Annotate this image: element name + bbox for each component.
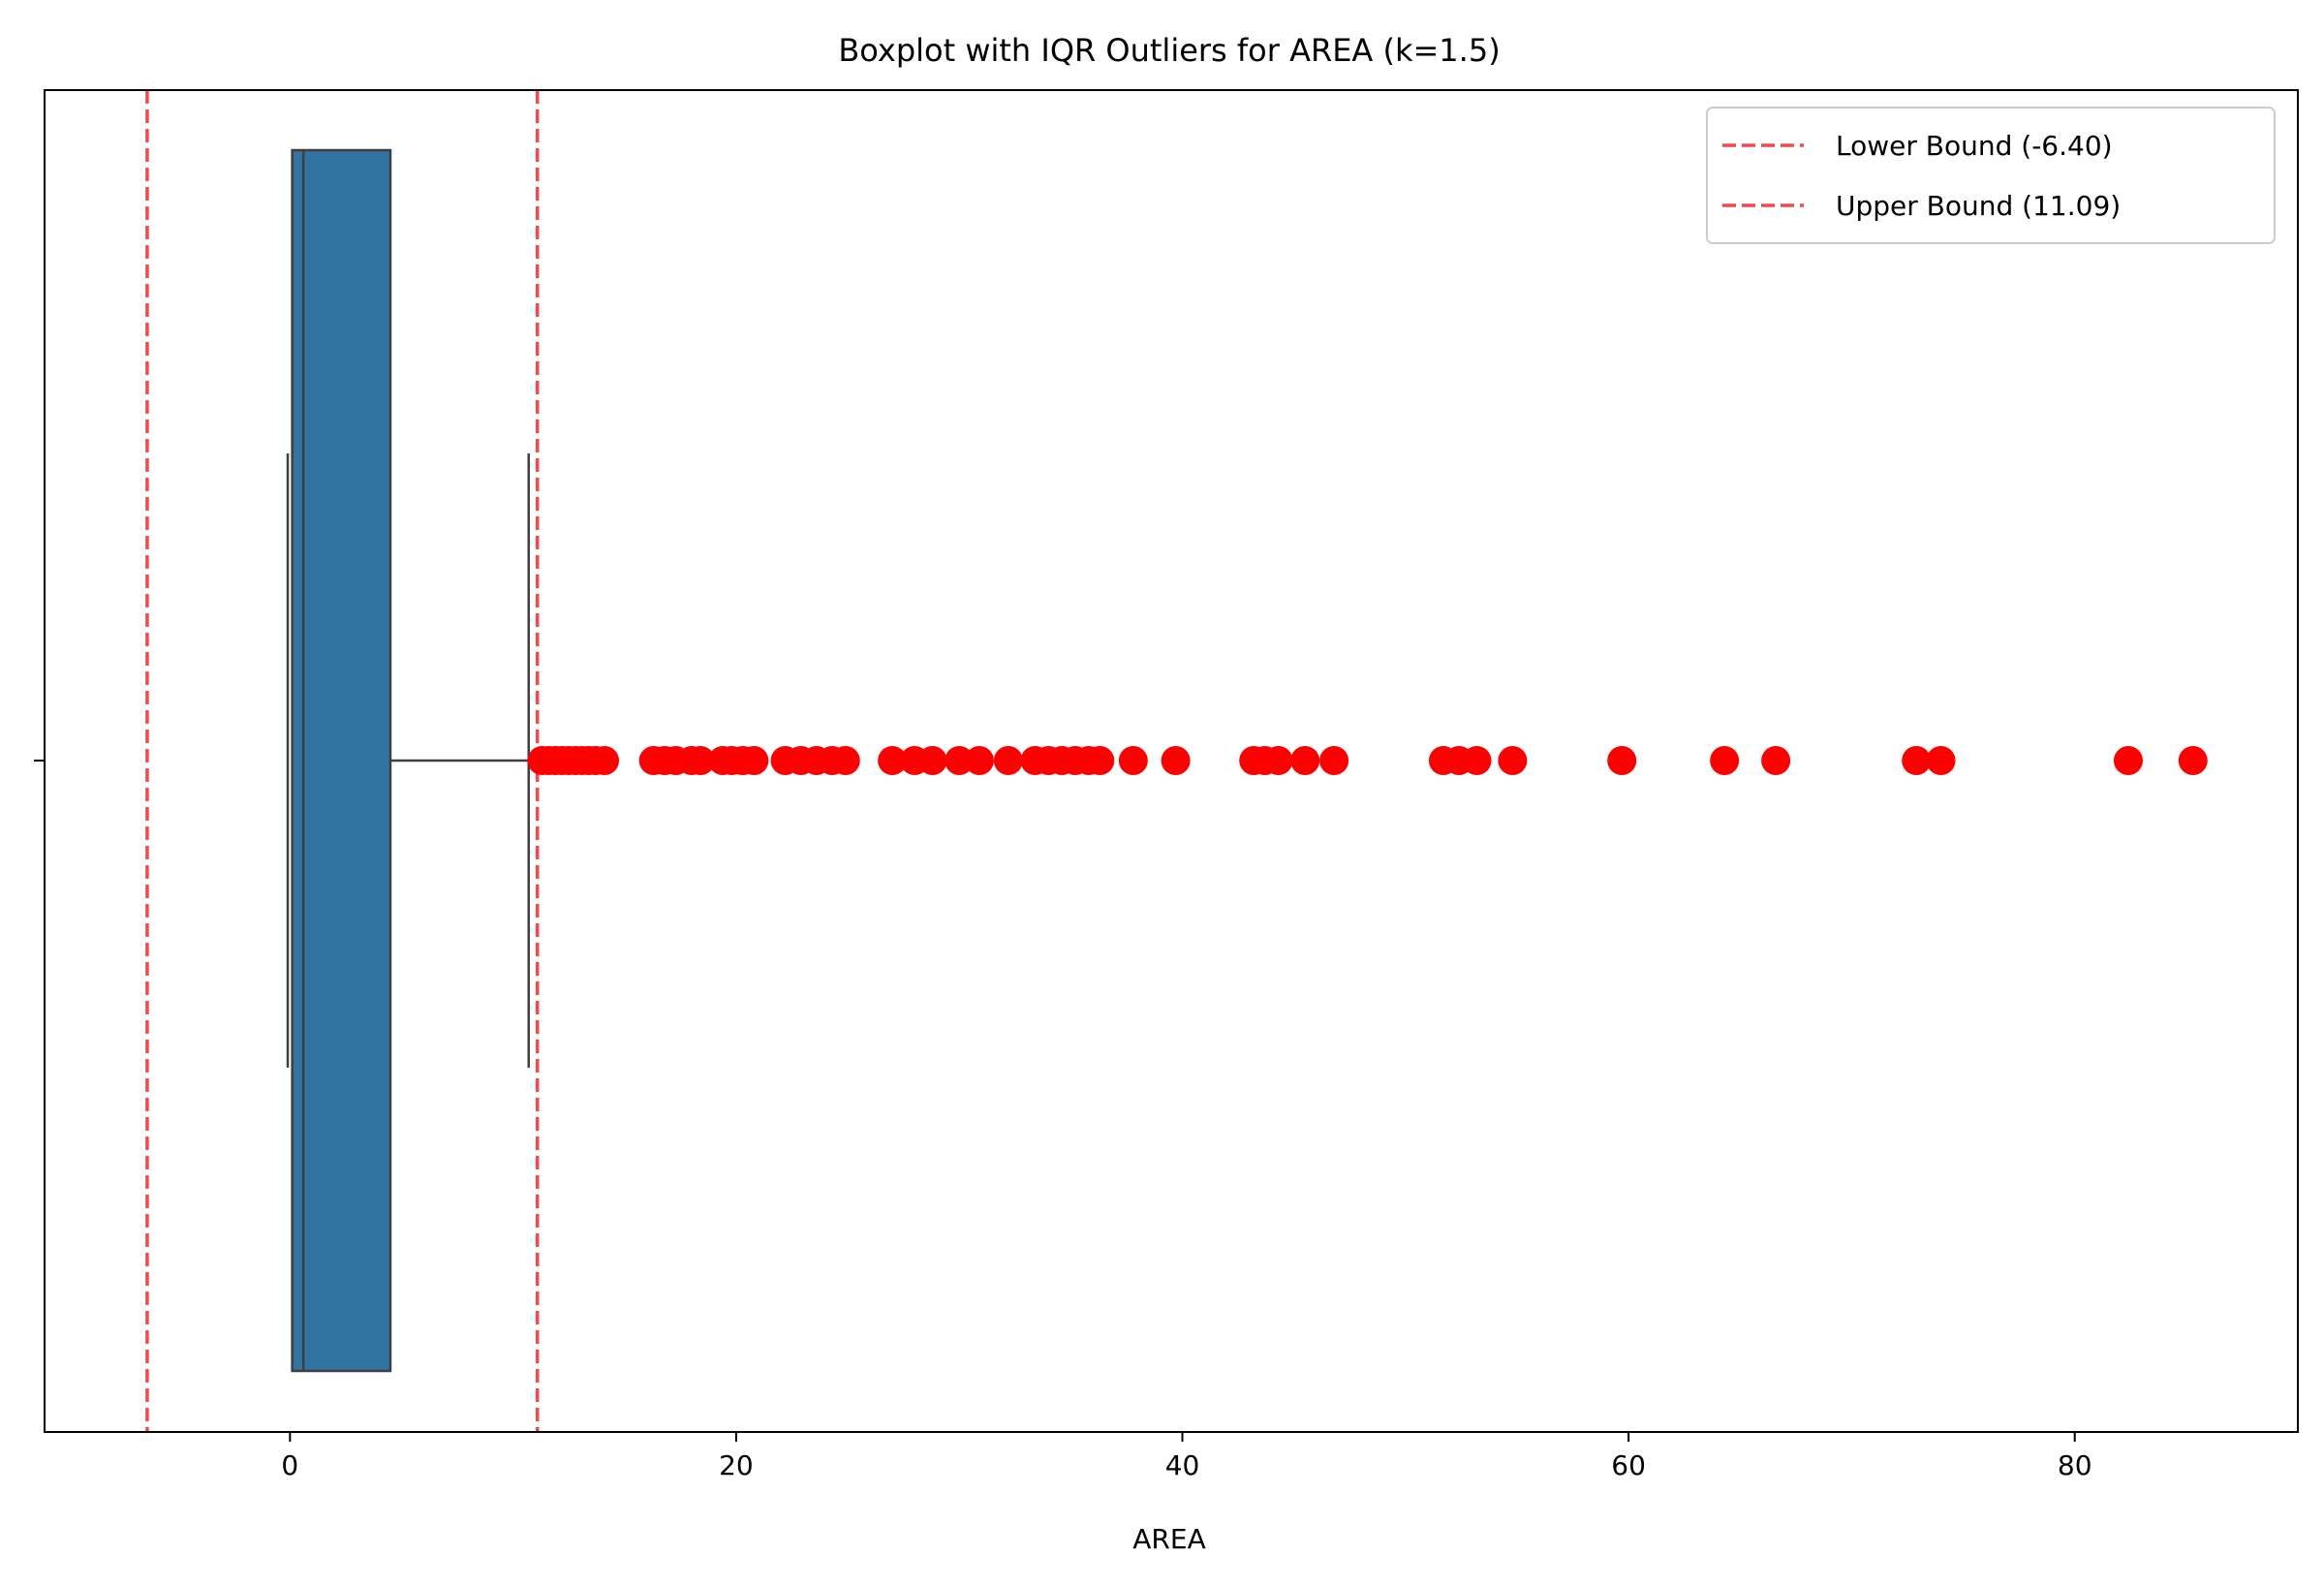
outlier-point xyxy=(1710,746,1740,775)
outlier-point xyxy=(1290,746,1320,775)
outlier-point xyxy=(878,746,908,775)
outlier-point xyxy=(686,746,716,775)
iqr-box xyxy=(291,148,392,1373)
outlier-point xyxy=(1902,746,1932,775)
outlier-point xyxy=(1319,746,1349,775)
outlier-point xyxy=(964,746,994,775)
x-axis-label: AREA xyxy=(1132,1523,1205,1555)
outlier-point xyxy=(739,746,769,775)
legend-frame xyxy=(1706,107,2276,244)
chart-title: Boxplot with IQR Outliers for AREA (k=1.… xyxy=(838,32,1500,69)
outlier-point xyxy=(1926,746,1956,775)
outlier-point xyxy=(1607,746,1637,775)
x-tick-label: 40 xyxy=(1165,1449,1200,1481)
outlier-point xyxy=(993,746,1023,775)
x-tick-label: 80 xyxy=(2058,1449,2092,1481)
outlier-point xyxy=(1462,746,1492,775)
outlier-point xyxy=(1761,746,1791,775)
outlier-point xyxy=(830,746,860,775)
outlier-point xyxy=(1161,746,1191,775)
outlier-point xyxy=(2113,746,2143,775)
x-tick-label: 20 xyxy=(719,1449,754,1481)
legend-entry-label: Lower Bound (-6.40) xyxy=(1836,130,2113,162)
outlier-point xyxy=(590,746,620,775)
outlier-point xyxy=(945,746,975,775)
x-tick-label: 60 xyxy=(1611,1449,1646,1481)
outlier-point xyxy=(1498,746,1528,775)
x-tick-label: 0 xyxy=(281,1449,298,1481)
outlier-point xyxy=(1085,746,1115,775)
outlier-point xyxy=(2178,746,2208,775)
legend: Lower Bound (-6.40) Upper Bound (11.09) xyxy=(1706,107,2276,244)
outlier-point xyxy=(917,746,947,775)
outlier-point xyxy=(1118,746,1148,775)
x-axis-ticks: 0 20 40 60 80 xyxy=(281,1432,2092,1481)
legend-entry-label: Upper Bound (11.09) xyxy=(1836,190,2121,222)
plot-area xyxy=(145,90,2208,1432)
outlier-point xyxy=(1263,746,1293,775)
